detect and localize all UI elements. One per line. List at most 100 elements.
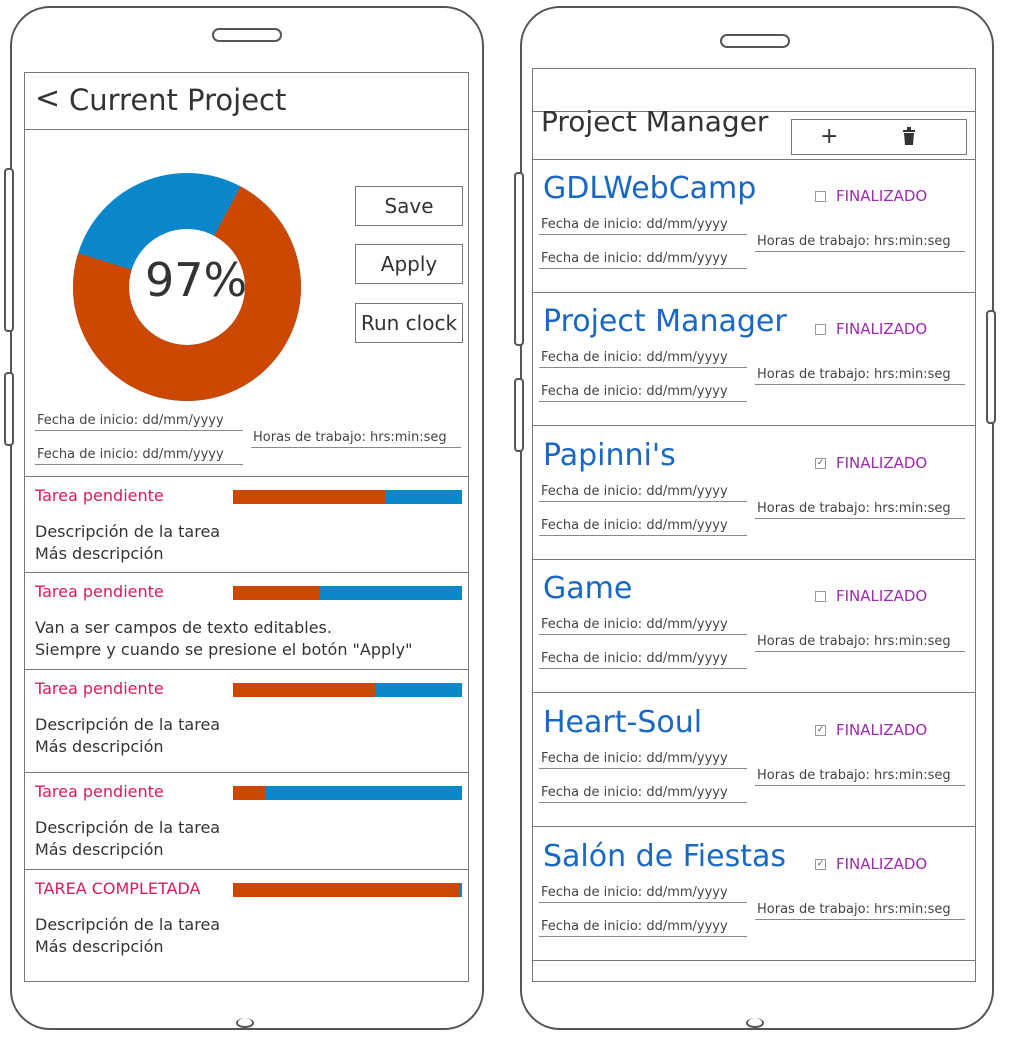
finalizado-label: FINALIZADO	[836, 855, 928, 873]
task-progress-bar	[233, 490, 462, 504]
start-date-field-2[interactable]: Fecha de inicio: dd/mm/yyyy	[539, 785, 747, 803]
right-phone-power-button	[986, 310, 996, 424]
task-progress-bar	[233, 883, 462, 897]
project-name[interactable]: Game	[543, 571, 633, 606]
work-hours-field[interactable]: Horas de trabajo: hrs:min:seg	[755, 768, 965, 786]
start-date-field-2[interactable]: Fecha de inicio: dd/mm/yyyy	[539, 384, 747, 402]
task-progress-fill	[233, 490, 387, 504]
work-hours-field[interactable]: Horas de trabajo: hrs:min:seg	[755, 234, 965, 252]
right-phone-side-button	[514, 172, 524, 346]
start-date-field-2[interactable]: Fecha de inicio: dd/mm/yyyy	[539, 518, 747, 536]
finalizado-checkbox[interactable]	[815, 324, 826, 335]
task-item[interactable]: Tarea pendiente Van a ser campos de text…	[25, 572, 468, 669]
plus-icon[interactable]: +	[820, 124, 839, 149]
finalizado-label: FINALIZADO	[836, 721, 928, 739]
finalizado-toggle[interactable]: FINALIZADO	[815, 320, 927, 338]
progress-percentage: 97%	[145, 253, 248, 307]
run-clock-button[interactable]: Run clock	[355, 303, 463, 343]
project-card[interactable]: Salón de Fiestas ✓ FINALIZADO Fecha de inic…	[533, 827, 975, 961]
task-status-label: TAREA COMPLETADA	[35, 879, 201, 898]
finalizado-toggle[interactable]: ✓ FINALIZADO	[815, 855, 927, 873]
task-progress-fill	[233, 786, 266, 800]
finalizado-checkbox[interactable]	[815, 191, 826, 202]
task-description[interactable]: Descripción de la tarea	[35, 715, 221, 734]
task-description[interactable]: Descripción de la tarea	[35, 522, 221, 541]
task-progress-fill	[233, 683, 375, 697]
finalizado-toggle[interactable]: ✓ FINALIZADO	[815, 721, 927, 739]
work-hours-field[interactable]: Horas de trabajo: hrs:min:seg	[755, 634, 965, 652]
task-progress-bar	[233, 683, 462, 697]
finalizado-toggle[interactable]: FINALIZADO	[815, 187, 927, 205]
start-date-field[interactable]: Fecha de inicio: dd/mm/yyyy	[539, 885, 747, 903]
task-description[interactable]: Descripción de la tarea	[35, 818, 221, 837]
finalizado-toggle[interactable]: FINALIZADO	[815, 587, 927, 605]
right-phone-speaker	[720, 34, 790, 48]
current-project-header: < Current Project	[25, 73, 468, 130]
save-button[interactable]: Save	[355, 186, 463, 226]
finalizado-label: FINALIZADO	[836, 587, 928, 605]
progress-donut-chart	[73, 172, 301, 401]
project-card[interactable]: Game FINALIZADO Fecha de inicio: dd/mm/yyy…	[533, 559, 975, 693]
start-date-field[interactable]: Fecha de inicio: dd/mm/yyyy	[35, 413, 243, 431]
start-date-field[interactable]: Fecha de inicio: dd/mm/yyyy	[539, 751, 747, 769]
task-item[interactable]: TAREA COMPLETADA Descripción de la tarea…	[25, 869, 468, 980]
finalizado-checkbox[interactable]: ✓	[815, 859, 826, 870]
start-date-field-2[interactable]: Fecha de inicio: dd/mm/yyyy	[539, 251, 747, 269]
task-item[interactable]: Tarea pendiente Descripción de la tarea …	[25, 669, 468, 772]
finalizado-label: FINALIZADO	[836, 320, 928, 338]
start-date-field[interactable]: Fecha de inicio: dd/mm/yyyy	[539, 617, 747, 635]
project-name[interactable]: Heart-Soul	[543, 705, 703, 740]
start-date-field-2[interactable]: Fecha de inicio: dd/mm/yyyy	[35, 447, 243, 465]
finalizado-toggle[interactable]: ✓ FINALIZADO	[815, 454, 927, 472]
finalizado-checkbox[interactable]: ✓	[815, 725, 826, 736]
work-hours-field[interactable]: Horas de trabajo: hrs:min:seg	[755, 902, 965, 920]
start-date-field-2[interactable]: Fecha de inicio: dd/mm/yyyy	[539, 651, 747, 669]
right-phone-home-mark	[746, 1018, 764, 1028]
work-hours-field[interactable]: Horas de trabajo: hrs:min:seg	[755, 367, 965, 385]
project-card[interactable]: Papinni's ✓ FINALIZADO Fecha de inicio: dd/…	[533, 426, 975, 560]
start-date-field[interactable]: Fecha de inicio: dd/mm/yyyy	[539, 217, 747, 235]
task-status-label: Tarea pendiente	[35, 582, 164, 601]
left-phone-speaker	[212, 28, 282, 42]
task-description-more[interactable]: Siempre y cuando se presione el botón "A…	[35, 640, 413, 659]
header-divider	[533, 111, 975, 112]
work-hours-field[interactable]: Horas de trabajo: hrs:min:seg	[251, 430, 461, 448]
project-name[interactable]: Project Manager	[543, 304, 787, 339]
task-item[interactable]: Tarea pendiente Descripción de la tarea …	[25, 772, 468, 869]
start-date-field-2[interactable]: Fecha de inicio: dd/mm/yyyy	[539, 919, 747, 937]
left-phone-side-button	[4, 168, 14, 332]
finalizado-checkbox[interactable]	[815, 591, 826, 602]
left-phone-home-mark	[236, 1018, 254, 1028]
task-status-label: Tarea pendiente	[35, 782, 164, 801]
work-hours-field[interactable]: Horas de trabajo: hrs:min:seg	[755, 501, 965, 519]
right-phone-side-button-lower	[514, 378, 524, 452]
finalizado-label: FINALIZADO	[836, 187, 928, 205]
start-date-field[interactable]: Fecha de inicio: dd/mm/yyyy	[539, 484, 747, 502]
finalizado-label: FINALIZADO	[836, 454, 928, 472]
task-description-more[interactable]: Más descripción	[35, 544, 164, 563]
project-manager-screen: Project Manager + GDLWebCamp FINALIZADO Fe…	[532, 68, 976, 982]
page-title: Current Project	[69, 83, 287, 117]
task-description-more[interactable]: Más descripción	[35, 937, 164, 956]
finalizado-checkbox[interactable]: ✓	[815, 458, 826, 469]
project-name[interactable]: Papinni's	[543, 438, 676, 473]
apply-button[interactable]: Apply	[355, 244, 463, 284]
start-date-field[interactable]: Fecha de inicio: dd/mm/yyyy	[539, 350, 747, 368]
project-card[interactable]: Project Manager FINALIZADO Fecha de inicio…	[533, 292, 975, 426]
page-title: Project Manager	[541, 105, 769, 138]
back-icon[interactable]: <	[35, 81, 61, 116]
project-name[interactable]: GDLWebCamp	[543, 171, 757, 206]
project-card[interactable]: Heart-Soul ✓ FINALIZADO Fecha de inicio: dd…	[533, 693, 975, 827]
task-description[interactable]: Descripción de la tarea	[35, 915, 221, 934]
project-name[interactable]: Salón de Fiestas	[543, 839, 786, 874]
left-phone-side-button-lower	[4, 372, 14, 446]
task-item[interactable]: Tarea pendiente Descripción de la tarea …	[25, 476, 468, 572]
task-description-more[interactable]: Más descripción	[35, 737, 164, 756]
task-progress-bar	[233, 586, 462, 600]
task-description-more[interactable]: Más descripción	[35, 840, 164, 859]
current-project-screen: < Current Project 97% Save Apply Run clo…	[24, 72, 469, 982]
task-description[interactable]: Van a ser campos de texto editables.	[35, 618, 332, 637]
trash-icon[interactable]	[902, 126, 916, 151]
toolbar: +	[791, 119, 967, 155]
project-card[interactable]: GDLWebCamp FINALIZADO Fecha de inicio: dd/…	[533, 159, 975, 293]
